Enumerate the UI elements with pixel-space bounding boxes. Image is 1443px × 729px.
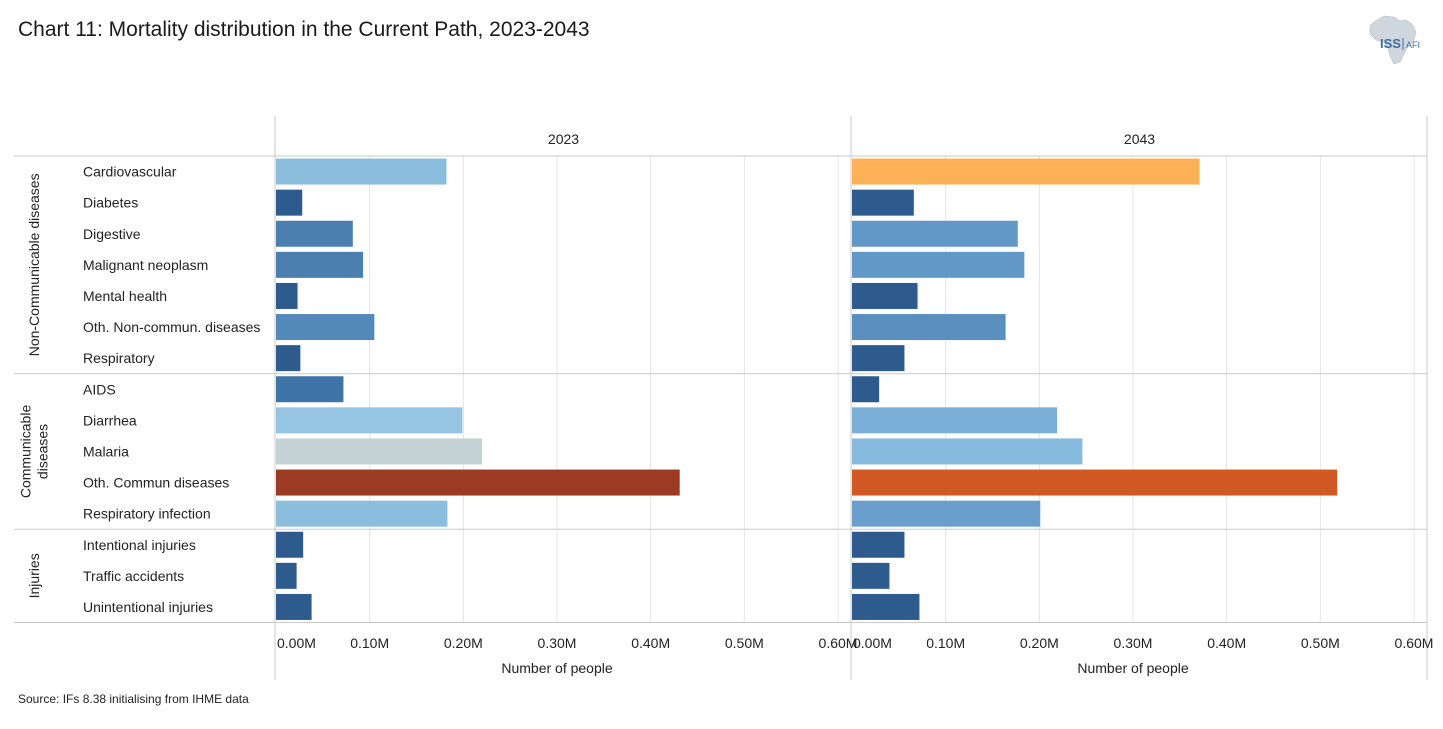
- tick-label: 0.60M: [819, 635, 858, 651]
- bar-2043-0: [852, 158, 1200, 185]
- category-label-malaria: Malaria: [83, 443, 129, 459]
- bar-2043-10: [852, 469, 1338, 496]
- category-label-malignant-neoplasm: Malignant neoplasm: [83, 257, 208, 273]
- category-label-respiratory: Respiratory: [83, 350, 155, 366]
- bar-2023-12: [276, 531, 304, 558]
- bar-2023-10: [276, 469, 680, 496]
- category-label-mental-health: Mental health: [83, 288, 167, 304]
- tick-label: 0.50M: [725, 635, 764, 651]
- bar-2043-5: [852, 314, 1006, 341]
- category-label-cardiovascular: Cardiovascular: [83, 164, 177, 180]
- tick-label: 0.00M: [277, 635, 316, 651]
- bar-2023-4: [276, 282, 298, 309]
- tick-label: 0.50M: [1301, 635, 1340, 651]
- tick-label: 0.00M: [853, 635, 892, 651]
- x-axis-title: Number of people: [1077, 660, 1189, 676]
- bar-2023-6: [276, 345, 301, 372]
- bar-2023-5: [276, 314, 375, 341]
- group-label-line: Injuries: [26, 553, 42, 598]
- bars: [276, 158, 1338, 620]
- bar-2023-8: [276, 407, 463, 434]
- africa-map-icon: [1369, 15, 1417, 65]
- group-label-line: Non-Communicable diseases: [26, 173, 42, 356]
- bar-2043-6: [852, 345, 905, 372]
- labels: 2023 2043 Non-Communicable diseases Cardiov…: [18, 131, 1434, 676]
- category-label-unintentional-injuries: Unintentional injuries: [83, 599, 213, 615]
- group-label-line: diseases: [35, 424, 51, 479]
- category-label-oth-commun-diseases: Oth. Commun diseases: [83, 475, 229, 491]
- bar-2023-14: [276, 593, 312, 620]
- group-label-line: Communicable: [18, 405, 34, 499]
- x-axis-title: Number of people: [501, 660, 613, 676]
- bar-2043-8: [852, 407, 1058, 434]
- bar-2023-1: [276, 189, 303, 216]
- panel-header-2043: 2043: [1124, 131, 1155, 147]
- bar-2043-14: [852, 593, 920, 620]
- iss-afi-logo: ISS AFI: [1369, 15, 1420, 65]
- tick-label: 0.30M: [1114, 635, 1153, 651]
- logo-sub-text: AFI: [1406, 40, 1420, 50]
- bar-2043-13: [852, 562, 890, 589]
- bar-2023-2: [276, 220, 353, 247]
- category-label-aids: AIDS: [83, 381, 116, 397]
- bar-2043-4: [852, 282, 918, 309]
- category-label-traffic-accidents: Traffic accidents: [83, 568, 184, 584]
- category-label-diabetes: Diabetes: [83, 195, 138, 211]
- category-label-intentional-injuries: Intentional injuries: [83, 537, 196, 553]
- bar-2023-7: [276, 376, 344, 403]
- tick-label: 0.60M: [1395, 635, 1434, 651]
- tick-label: 0.40M: [1207, 635, 1246, 651]
- bar-2023-0: [276, 158, 447, 185]
- tick-label: 0.10M: [350, 635, 389, 651]
- tick-label: 0.10M: [926, 635, 965, 651]
- chart-title: Chart 11: Mortality distribution in the …: [18, 18, 590, 41]
- bar-2043-9: [852, 438, 1083, 465]
- bar-2023-3: [276, 251, 364, 278]
- chart-frame: [14, 116, 1428, 680]
- bar-2043-2: [852, 220, 1018, 247]
- bar-2043-11: [852, 500, 1041, 527]
- tick-label: 0.20M: [444, 635, 483, 651]
- source-note: Source: IFs 8.38 initialising from IHME …: [18, 692, 249, 706]
- bar-2043-12: [852, 531, 905, 558]
- category-label-respiratory-infection: Respiratory infection: [83, 506, 211, 522]
- logo-main-text: ISS: [1380, 36, 1401, 51]
- bar-2023-11: [276, 500, 448, 527]
- tick-label: 0.30M: [538, 635, 577, 651]
- group-label-non-communicable-diseases: Non-Communicable diseases: [26, 173, 42, 356]
- bar-2023-9: [276, 438, 483, 465]
- bar-2023-13: [276, 562, 297, 589]
- tick-label: 0.40M: [631, 635, 670, 651]
- bar-2043-7: [852, 376, 880, 403]
- mortality-chart: 2023 2043 Non-Communicable diseases Cardiov…: [14, 116, 1434, 680]
- category-label-oth-non-commun-diseases: Oth. Non-commun. diseases: [83, 319, 260, 335]
- bar-2043-1: [852, 189, 914, 216]
- category-label-diarrhea: Diarrhea: [83, 412, 137, 428]
- group-label-injuries: Injuries: [26, 553, 42, 598]
- tick-label: 0.20M: [1020, 635, 1059, 651]
- category-label-digestive: Digestive: [83, 226, 141, 242]
- gridlines: [369, 156, 1415, 623]
- group-label-communicable-diseases: Communicablediseases: [18, 405, 51, 499]
- panel-header-2023: 2023: [548, 131, 579, 147]
- bar-2043-3: [852, 251, 1025, 278]
